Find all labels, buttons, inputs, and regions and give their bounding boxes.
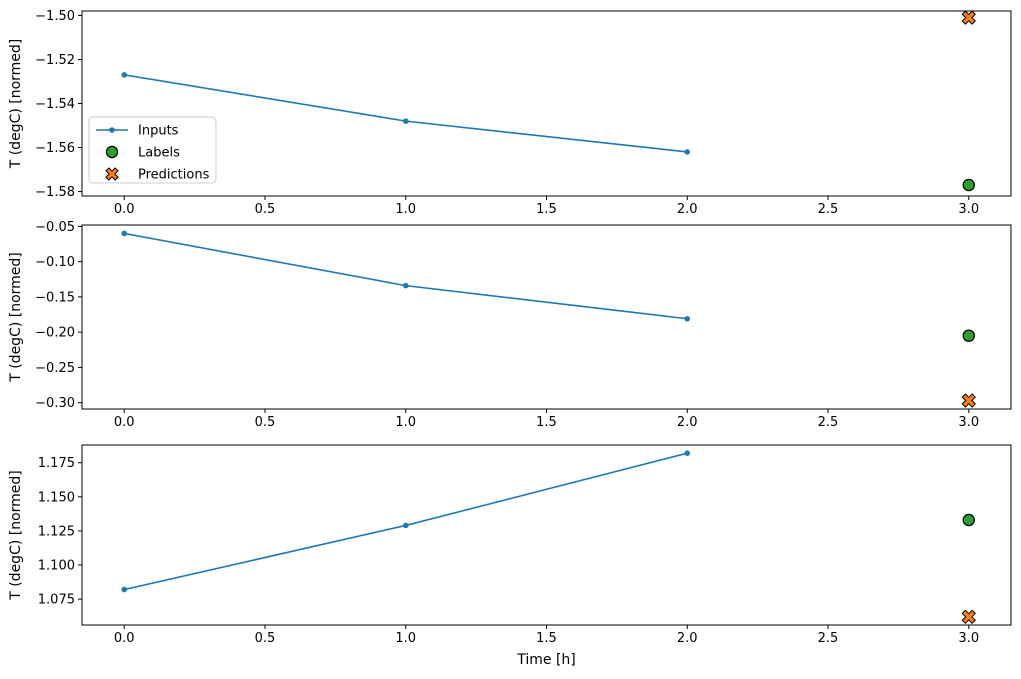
x-tick-label: 0.0 <box>114 631 135 646</box>
y-tick-label: −1.54 <box>35 97 75 112</box>
y-tick-label: 1.075 <box>38 593 75 608</box>
x-tick-label: 3.0 <box>958 202 979 217</box>
x-tick-label: 1.0 <box>395 631 416 646</box>
inputs-point-marker <box>684 315 691 322</box>
x-tick-label: 0.5 <box>255 415 276 430</box>
x-tick-label: 3.0 <box>958 415 979 430</box>
x-tick-label: 1.0 <box>395 202 416 217</box>
labels-point-marker <box>962 513 975 527</box>
inputs-point-marker <box>684 149 691 155</box>
legend-item-label: Labels <box>138 146 180 161</box>
x-tick-label: 2.0 <box>677 631 698 646</box>
y-tick-label: −1.50 <box>35 9 75 24</box>
legend-labels-circle-icon <box>105 145 119 159</box>
x-tick-label: 0.0 <box>114 415 135 430</box>
y-tick-label: −0.25 <box>35 361 75 376</box>
subplot-2: −0.05 −0.10 −0.15 −0.20 −0.25 −0.30 0.0 0.5 1.0 1… <box>8 220 1012 430</box>
y-tick-label: −0.10 <box>35 255 75 270</box>
inputs-point-marker <box>402 118 409 124</box>
legend-item-label: Inputs <box>138 124 179 139</box>
y-axis-label: T (degC) [normed] <box>8 252 24 383</box>
x-tick-label: 1.5 <box>536 202 557 217</box>
subplot-3: 1.175 1.150 1.125 1.100 1.075 0.0 0.5 1.0 1.5 2.0… <box>8 444 1012 668</box>
x-tick-label: 2.5 <box>818 415 839 430</box>
x-tick-label: 3.0 <box>958 631 979 646</box>
x-tick-label: 0.5 <box>255 202 276 217</box>
labels-point-marker <box>962 329 975 342</box>
inputs-point-marker <box>402 282 409 289</box>
subplot-1: −1.50 −1.52 −1.54 −1.56 −1.58 0.0 0.5 1.0 1.5 2.0… <box>8 9 1012 217</box>
inputs-point-marker <box>121 72 128 78</box>
y-tick-label: 1.100 <box>38 559 75 574</box>
predictions-point-marker <box>961 609 976 625</box>
plot-border <box>81 444 1012 626</box>
x-tick-label: 2.0 <box>677 202 698 217</box>
legend-inputs-dot-icon <box>109 127 115 133</box>
legend-item-label: Predictions <box>138 168 210 183</box>
y-axis-label: T (degC) [normed] <box>8 39 24 170</box>
inputs-point-marker <box>402 522 409 529</box>
legend-predictions-x-icon <box>105 167 119 181</box>
y-tick-label: −1.52 <box>35 53 75 68</box>
predictions-point-marker <box>961 393 976 408</box>
y-tick-label: 1.150 <box>38 490 75 505</box>
legend: Inputs Labels Predictions <box>88 116 217 184</box>
plot-border <box>81 224 1012 410</box>
y-tick-label: −0.15 <box>35 290 75 305</box>
labels-point-marker <box>962 178 975 192</box>
y-tick-label: −0.20 <box>35 326 75 341</box>
x-tick-label: 0.0 <box>114 202 135 217</box>
y-tick-label: −1.56 <box>35 141 75 156</box>
x-tick-label: 2.5 <box>818 631 839 646</box>
x-tick-label: 1.5 <box>536 415 557 430</box>
y-tick-label: −0.05 <box>35 220 75 235</box>
y-tick-label: −1.58 <box>35 185 75 200</box>
inputs-point-marker <box>121 586 128 593</box>
y-tick-label: 1.175 <box>38 456 75 471</box>
y-tick-label: 1.125 <box>38 524 75 539</box>
x-tick-label: 0.5 <box>255 631 276 646</box>
predictions-point-marker <box>961 10 976 25</box>
x-tick-label: 2.0 <box>677 415 698 430</box>
inputs-point-marker <box>121 230 128 237</box>
legend-box <box>88 116 217 184</box>
plot-border <box>81 10 1012 197</box>
x-tick-label: 1.0 <box>395 415 416 430</box>
y-axis-label: T (degC) [normed] <box>8 470 24 601</box>
y-tick-label: −0.30 <box>35 396 75 411</box>
x-tick-label: 1.5 <box>536 631 557 646</box>
x-axis-label: Time [h] <box>516 652 576 668</box>
x-tick-label: 2.5 <box>818 202 839 217</box>
inputs-point-marker <box>684 450 691 456</box>
